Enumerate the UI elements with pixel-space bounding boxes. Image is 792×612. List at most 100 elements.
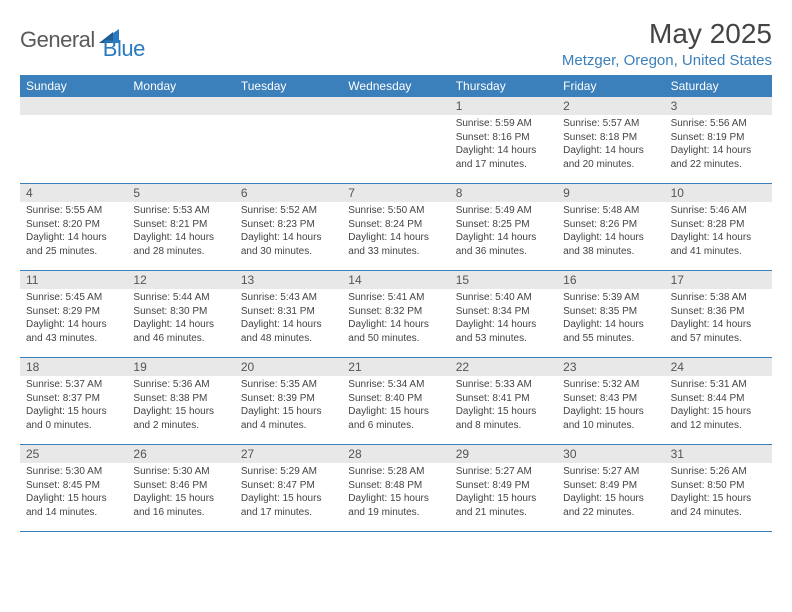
sunrise-line: Sunrise: 5:37 AM — [26, 378, 121, 392]
week-row: 11Sunrise: 5:45 AMSunset: 8:29 PMDayligh… — [20, 271, 772, 358]
day-body: Sunrise: 5:45 AMSunset: 8:29 PMDaylight:… — [20, 289, 127, 349]
dow-cell: Wednesday — [342, 75, 449, 97]
sunrise-line: Sunrise: 5:38 AM — [671, 291, 766, 305]
daylight-line-1: Daylight: 14 hours — [456, 318, 551, 332]
sunset-line: Sunset: 8:29 PM — [26, 305, 121, 319]
sunset-line: Sunset: 8:49 PM — [456, 479, 551, 493]
daylight-line-2: and 24 minutes. — [671, 506, 766, 520]
day-body: Sunrise: 5:50 AMSunset: 8:24 PMDaylight:… — [342, 202, 449, 262]
sunset-line: Sunset: 8:38 PM — [133, 392, 228, 406]
sunrise-line: Sunrise: 5:28 AM — [348, 465, 443, 479]
daylight-line-2: and 2 minutes. — [133, 419, 228, 433]
day-number: 25 — [20, 445, 127, 463]
sunset-line: Sunset: 8:31 PM — [241, 305, 336, 319]
daylight-line-2: and 25 minutes. — [26, 245, 121, 259]
weeks-container: 1Sunrise: 5:59 AMSunset: 8:16 PMDaylight… — [20, 97, 772, 532]
daylight-line-2: and 46 minutes. — [133, 332, 228, 346]
sunrise-line: Sunrise: 5:43 AM — [241, 291, 336, 305]
day-cell: 24Sunrise: 5:31 AMSunset: 8:44 PMDayligh… — [665, 358, 772, 444]
sunrise-line: Sunrise: 5:26 AM — [671, 465, 766, 479]
daylight-line-2: and 4 minutes. — [241, 419, 336, 433]
day-body: Sunrise: 5:53 AMSunset: 8:21 PMDaylight:… — [127, 202, 234, 262]
daylight-line-1: Daylight: 14 hours — [26, 318, 121, 332]
sunset-line: Sunset: 8:48 PM — [348, 479, 443, 493]
sunset-line: Sunset: 8:50 PM — [671, 479, 766, 493]
day-cell: 28Sunrise: 5:28 AMSunset: 8:48 PMDayligh… — [342, 445, 449, 531]
day-cell: 6Sunrise: 5:52 AMSunset: 8:23 PMDaylight… — [235, 184, 342, 270]
daylight-line-2: and 22 minutes. — [671, 158, 766, 172]
daylight-line-1: Daylight: 14 hours — [671, 318, 766, 332]
sunset-line: Sunset: 8:20 PM — [26, 218, 121, 232]
daylight-line-1: Daylight: 14 hours — [563, 318, 658, 332]
day-cell: 12Sunrise: 5:44 AMSunset: 8:30 PMDayligh… — [127, 271, 234, 357]
daylight-line-2: and 55 minutes. — [563, 332, 658, 346]
day-number: 23 — [557, 358, 664, 376]
day-number: 16 — [557, 271, 664, 289]
day-number: 13 — [235, 271, 342, 289]
day-body: Sunrise: 5:40 AMSunset: 8:34 PMDaylight:… — [450, 289, 557, 349]
daylight-line-2: and 48 minutes. — [241, 332, 336, 346]
day-number: 28 — [342, 445, 449, 463]
daylight-line-1: Daylight: 14 hours — [348, 231, 443, 245]
day-cell — [127, 97, 234, 183]
daylight-line-2: and 57 minutes. — [671, 332, 766, 346]
sunset-line: Sunset: 8:24 PM — [348, 218, 443, 232]
day-body: Sunrise: 5:35 AMSunset: 8:39 PMDaylight:… — [235, 376, 342, 436]
day-number-bar-empty — [127, 97, 234, 115]
sunrise-line: Sunrise: 5:55 AM — [26, 204, 121, 218]
day-cell: 13Sunrise: 5:43 AMSunset: 8:31 PMDayligh… — [235, 271, 342, 357]
sunrise-line: Sunrise: 5:46 AM — [671, 204, 766, 218]
day-cell: 9Sunrise: 5:48 AMSunset: 8:26 PMDaylight… — [557, 184, 664, 270]
day-cell: 31Sunrise: 5:26 AMSunset: 8:50 PMDayligh… — [665, 445, 772, 531]
month-title: May 2025 — [562, 18, 772, 50]
sunset-line: Sunset: 8:49 PM — [563, 479, 658, 493]
day-cell: 8Sunrise: 5:49 AMSunset: 8:25 PMDaylight… — [450, 184, 557, 270]
daylight-line-1: Daylight: 14 hours — [563, 144, 658, 158]
sunset-line: Sunset: 8:37 PM — [26, 392, 121, 406]
sunset-line: Sunset: 8:45 PM — [26, 479, 121, 493]
dow-cell: Friday — [557, 75, 664, 97]
daylight-line-2: and 6 minutes. — [348, 419, 443, 433]
sunrise-line: Sunrise: 5:49 AM — [456, 204, 551, 218]
daylight-line-1: Daylight: 15 hours — [348, 405, 443, 419]
daylight-line-2: and 0 minutes. — [26, 419, 121, 433]
sunrise-line: Sunrise: 5:41 AM — [348, 291, 443, 305]
day-cell: 17Sunrise: 5:38 AMSunset: 8:36 PMDayligh… — [665, 271, 772, 357]
day-cell: 15Sunrise: 5:40 AMSunset: 8:34 PMDayligh… — [450, 271, 557, 357]
sunrise-line: Sunrise: 5:40 AM — [456, 291, 551, 305]
sunset-line: Sunset: 8:19 PM — [671, 131, 766, 145]
daylight-line-1: Daylight: 15 hours — [671, 492, 766, 506]
daylight-line-1: Daylight: 15 hours — [133, 405, 228, 419]
week-row: 4Sunrise: 5:55 AMSunset: 8:20 PMDaylight… — [20, 184, 772, 271]
daylight-line-1: Daylight: 14 hours — [671, 231, 766, 245]
day-body: Sunrise: 5:43 AMSunset: 8:31 PMDaylight:… — [235, 289, 342, 349]
day-cell: 18Sunrise: 5:37 AMSunset: 8:37 PMDayligh… — [20, 358, 127, 444]
sunset-line: Sunset: 8:23 PM — [241, 218, 336, 232]
day-body: Sunrise: 5:41 AMSunset: 8:32 PMDaylight:… — [342, 289, 449, 349]
day-number: 22 — [450, 358, 557, 376]
day-body: Sunrise: 5:33 AMSunset: 8:41 PMDaylight:… — [450, 376, 557, 436]
day-body: Sunrise: 5:28 AMSunset: 8:48 PMDaylight:… — [342, 463, 449, 523]
day-body: Sunrise: 5:37 AMSunset: 8:37 PMDaylight:… — [20, 376, 127, 436]
day-cell: 16Sunrise: 5:39 AMSunset: 8:35 PMDayligh… — [557, 271, 664, 357]
sunrise-line: Sunrise: 5:52 AM — [241, 204, 336, 218]
sunset-line: Sunset: 8:16 PM — [456, 131, 551, 145]
day-number: 2 — [557, 97, 664, 115]
sunrise-line: Sunrise: 5:44 AM — [133, 291, 228, 305]
daylight-line-1: Daylight: 15 hours — [456, 492, 551, 506]
sunset-line: Sunset: 8:28 PM — [671, 218, 766, 232]
dow-cell: Thursday — [450, 75, 557, 97]
day-cell — [235, 97, 342, 183]
day-number: 5 — [127, 184, 234, 202]
daylight-line-1: Daylight: 15 hours — [563, 405, 658, 419]
sunset-line: Sunset: 8:18 PM — [563, 131, 658, 145]
day-cell: 19Sunrise: 5:36 AMSunset: 8:38 PMDayligh… — [127, 358, 234, 444]
week-row: 25Sunrise: 5:30 AMSunset: 8:45 PMDayligh… — [20, 445, 772, 532]
day-number: 8 — [450, 184, 557, 202]
day-cell: 7Sunrise: 5:50 AMSunset: 8:24 PMDaylight… — [342, 184, 449, 270]
sunrise-line: Sunrise: 5:27 AM — [456, 465, 551, 479]
sunrise-line: Sunrise: 5:32 AM — [563, 378, 658, 392]
day-body: Sunrise: 5:57 AMSunset: 8:18 PMDaylight:… — [557, 115, 664, 175]
day-number: 27 — [235, 445, 342, 463]
daylight-line-2: and 38 minutes. — [563, 245, 658, 259]
